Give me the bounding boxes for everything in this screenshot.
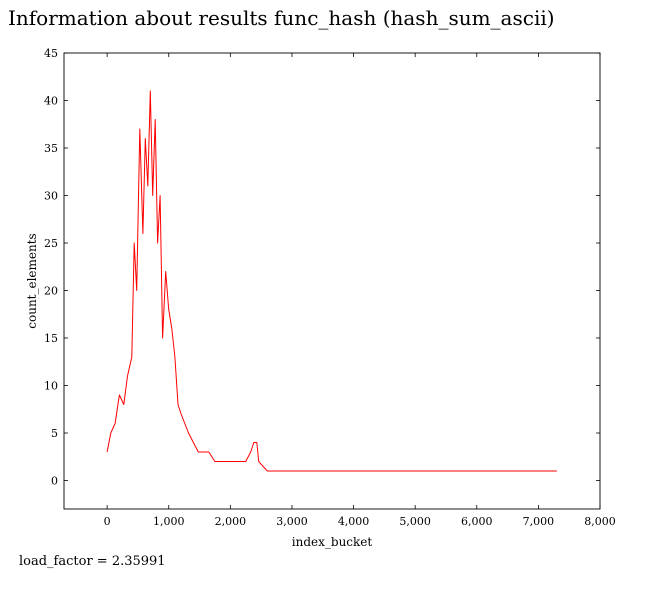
x-axis-title: index_bucket [292,535,373,549]
x-tick-label: 8,000 [584,515,616,528]
y-axis-title: count_elements [25,233,39,328]
x-tick-label: 3,000 [276,515,308,528]
y-tick-label: 45 [44,47,58,60]
y-tick-label: 20 [44,285,58,298]
chart: 0 1,000 2,000 3,000 4,000 5,000 6,000 7,000 8,00… [25,47,616,549]
plot-frame [63,52,601,510]
x-tick-label: 6,000 [461,515,493,528]
y-tick-label: 30 [44,190,58,203]
y-tick-label: 10 [44,380,58,393]
y-tick-label: 25 [44,237,58,250]
x-tick-label: 5,000 [399,515,431,528]
x-tick-label: 1,000 [153,515,185,528]
y-tick-label: 5 [51,427,58,440]
plot-area [106,90,557,472]
y-tick-label: 0 [51,475,58,488]
y-tick-label: 15 [44,332,58,345]
axis-ticks: 0 1,000 2,000 3,000 4,000 5,000 6,000 7,000 8,00… [44,47,616,528]
load-factor-text: load_factor = 2.35991 [19,554,166,569]
y-tick-label: 35 [44,142,58,155]
page-title: Information about results func_hash (has… [8,6,555,30]
series-line-0 [106,90,557,472]
x-tick-label: 7,000 [523,515,555,528]
x-tick-label: 4,000 [338,515,370,528]
x-tick-label: 2,000 [215,515,247,528]
x-tick-label: 0 [104,515,111,528]
y-tick-label: 40 [44,95,58,108]
